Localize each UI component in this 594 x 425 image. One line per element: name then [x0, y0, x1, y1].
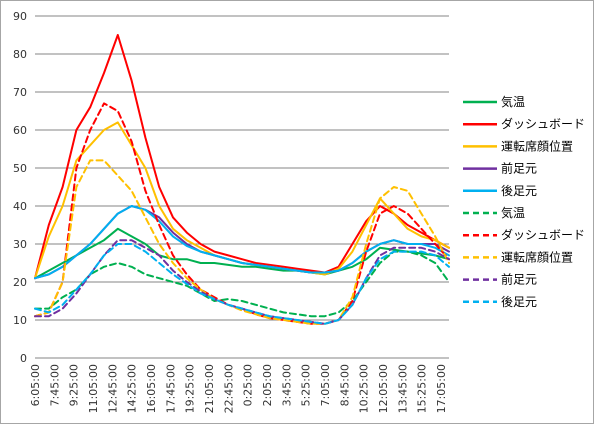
x-tick-label: 9:25:00	[68, 364, 81, 406]
x-tick-label: 19:25:00	[184, 364, 197, 413]
legend-label: ダッシュボード	[501, 227, 585, 242]
legend-label: 気温	[501, 205, 525, 220]
x-tick-label: 12:45:00	[106, 364, 119, 413]
x-tick-label: 3:45:00	[280, 364, 293, 406]
x-tick-label: 7:45:00	[48, 364, 61, 406]
series-lines	[34, 34, 450, 325]
x-tick-label: 0:25:00	[242, 364, 255, 406]
y-tick-label: 0	[20, 352, 27, 365]
series-line-7	[34, 159, 450, 325]
x-axis-tick-labels: 6:05:00 7:45:00 9:25:00 11:05:00 12:45:00 14:…	[29, 364, 448, 413]
x-tick-label: 8:45:00	[338, 364, 351, 406]
y-tick-label: 60	[13, 124, 27, 137]
x-tick-label: 17:45:00	[164, 364, 177, 413]
legend-label: 前足元	[501, 272, 537, 287]
y-tick-label: 90	[13, 10, 27, 23]
series-line-4	[34, 205, 450, 280]
x-tick-label: 5:25:00	[300, 364, 313, 406]
x-tick-label: 11:05:00	[87, 364, 100, 413]
x-tick-label: 13:45:00	[396, 364, 409, 413]
x-tick-label: 15:25:00	[416, 364, 429, 413]
legend-label: 前足元	[501, 161, 537, 176]
x-tick-label: 2:05:00	[261, 364, 274, 406]
legend-label: 気温	[501, 94, 525, 109]
y-axis-tick-labels: 0 10 20 30 40 50 60 70 80 90	[13, 10, 27, 365]
legend-label: 後足元	[501, 295, 537, 309]
legend-label: 運転席顔位置	[501, 138, 573, 153]
y-tick-label: 10	[13, 314, 27, 327]
series-line-1	[34, 34, 450, 280]
x-tick-label: 22:45:00	[222, 364, 235, 413]
y-tick-label: 70	[13, 86, 27, 99]
x-tick-label: 14:25:00	[126, 364, 139, 413]
x-tick-label: 6:05:00	[29, 364, 42, 406]
y-tick-label: 50	[13, 162, 27, 175]
y-tick-label: 80	[13, 48, 27, 61]
y-tick-label: 40	[13, 200, 27, 213]
x-tick-label: 12:05:00	[377, 364, 390, 413]
legend-label: 後足元	[501, 184, 537, 198]
x-tick-label: 21:05:00	[203, 364, 216, 413]
x-tick-label: 17:05:00	[435, 364, 448, 413]
legend-label: 運転席顔位置	[501, 249, 573, 264]
x-tick-label: 16:05:00	[145, 364, 158, 413]
gridlines	[35, 15, 449, 359]
series-line-5	[34, 250, 450, 318]
y-tick-label: 30	[13, 238, 27, 251]
legend-label: ダッシュボード	[501, 116, 585, 131]
x-tick-label: 7:05:00	[319, 364, 332, 406]
series-line-0	[34, 227, 450, 280]
x-tick-label: 10:25:00	[358, 364, 371, 413]
legend: 気温ダッシュボード運転席顔位置前足元後足元気温ダッシュボード運転席顔位置前足元後…	[463, 94, 585, 309]
y-tick-label: 20	[13, 276, 27, 289]
series-line-9	[34, 243, 450, 325]
